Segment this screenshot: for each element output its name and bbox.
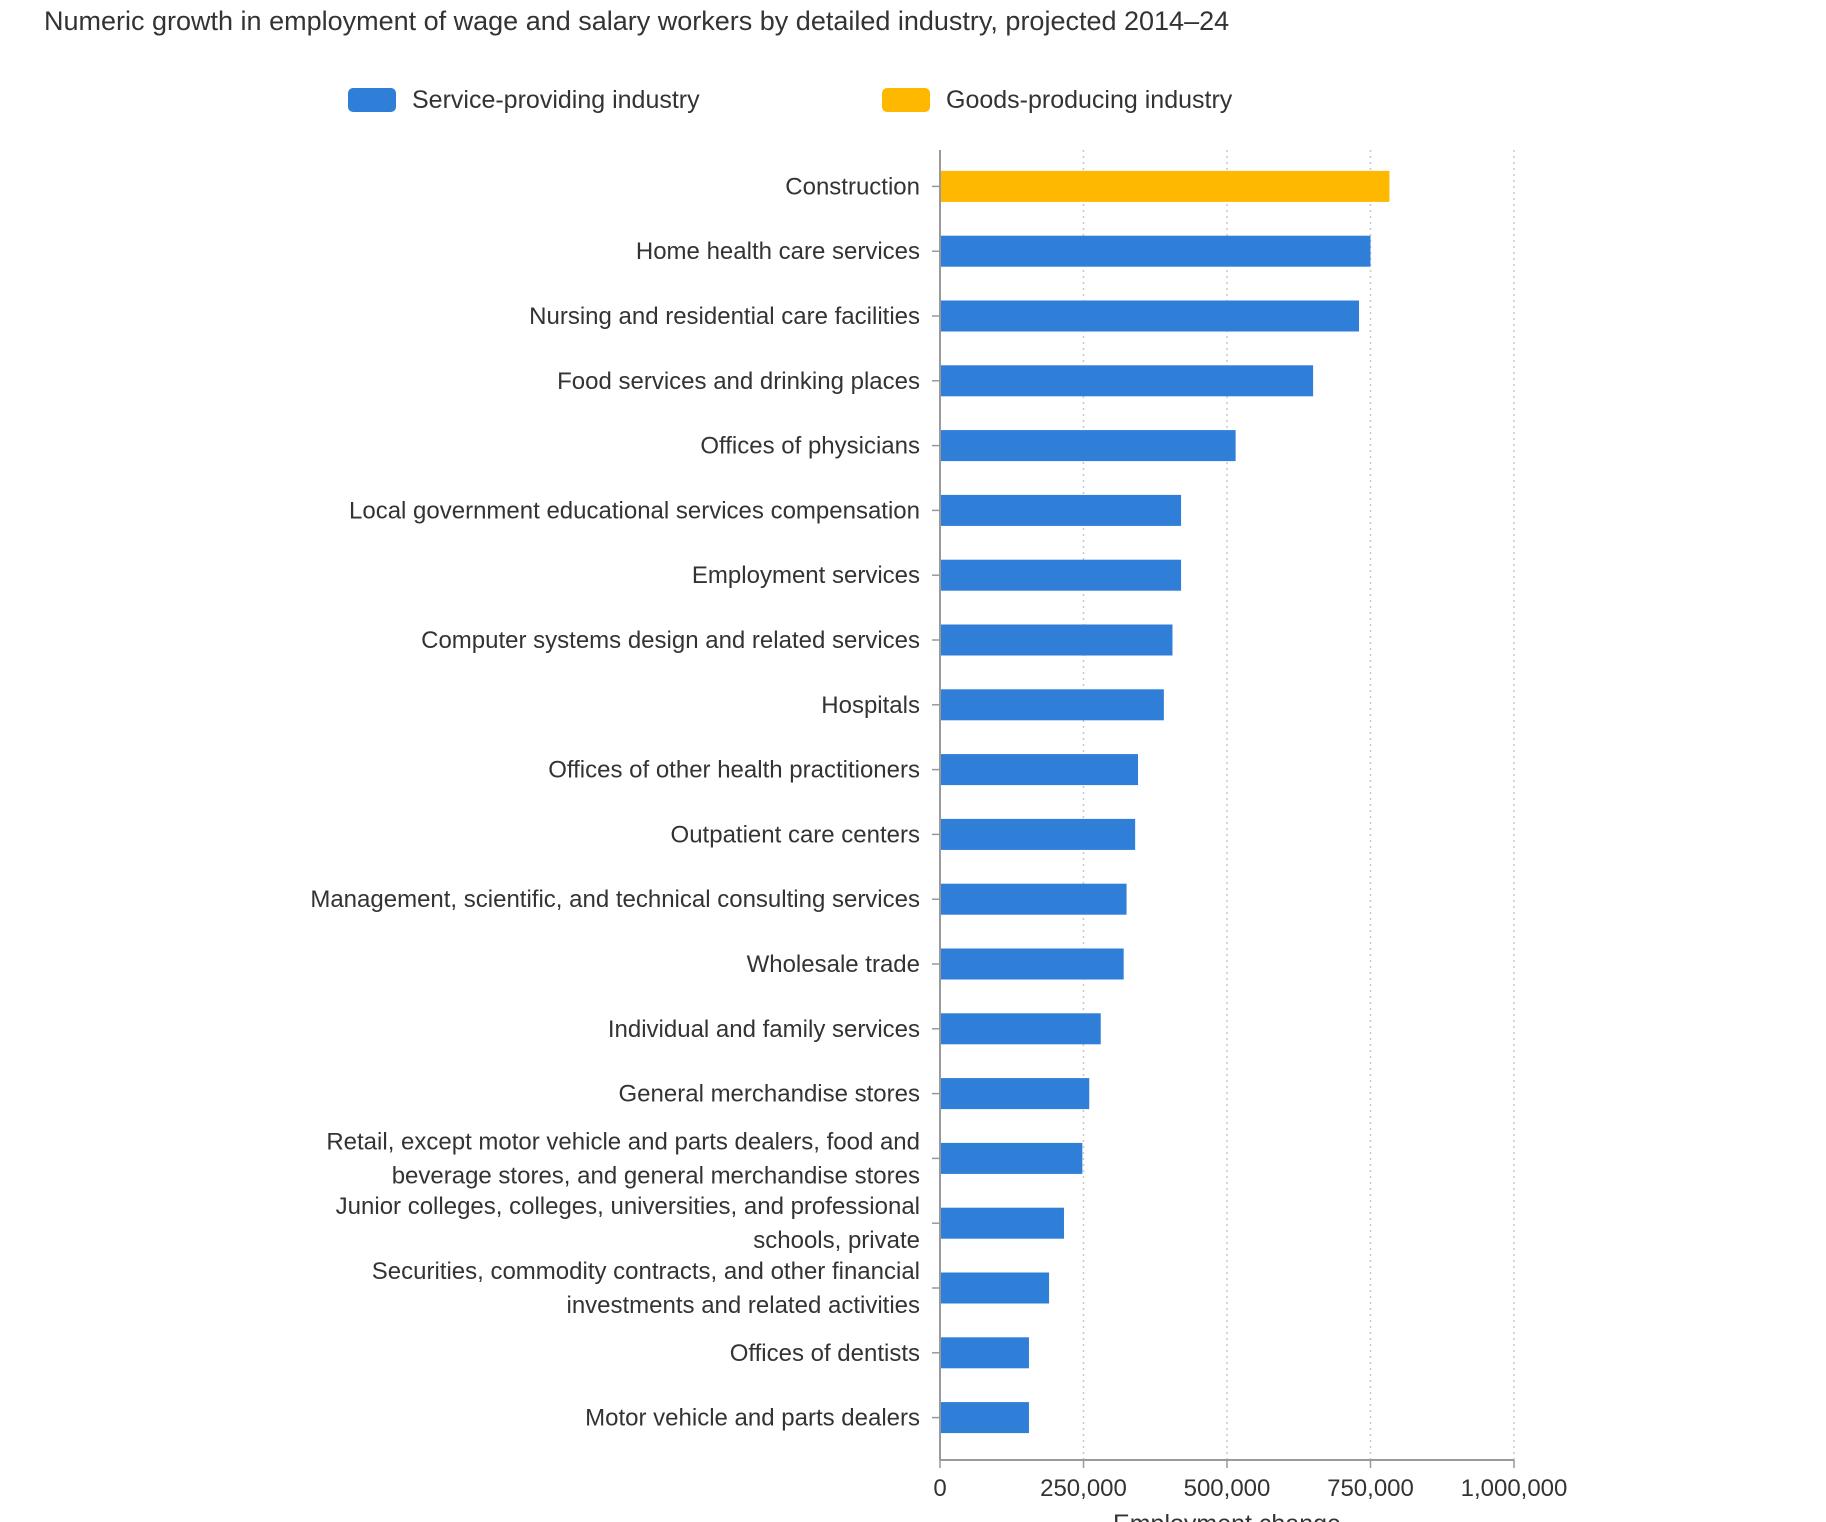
bar[interactable] bbox=[940, 494, 1182, 526]
category-label: Home health care services bbox=[636, 238, 920, 265]
bar[interactable] bbox=[940, 689, 1164, 721]
category-label-line: Food services and drinking places bbox=[557, 368, 920, 395]
bar[interactable] bbox=[940, 430, 1236, 462]
category-label: Outpatient care centers bbox=[671, 821, 920, 848]
bar[interactable] bbox=[940, 1402, 1029, 1434]
category-label: Motor vehicle and parts dealers bbox=[585, 1405, 920, 1432]
category-label: Computer systems design and related serv… bbox=[421, 627, 920, 654]
legend-label-goods: Goods-producing industry bbox=[946, 85, 1233, 114]
category-label-line: Outpatient care centers bbox=[671, 821, 920, 848]
category-label-line: Wholesale trade bbox=[747, 951, 920, 978]
category-label-line: Construction bbox=[785, 173, 920, 200]
legend-swatch-goods bbox=[882, 88, 930, 112]
category-label-line: investments and related activities bbox=[566, 1292, 920, 1319]
x-tick-label: 750,000 bbox=[1327, 1475, 1414, 1502]
category-label: Nursing and residential care facilities bbox=[529, 303, 920, 330]
category-label-line: General merchandise stores bbox=[619, 1081, 920, 1108]
category-label-line: Junior colleges, colleges, universities,… bbox=[336, 1193, 920, 1220]
category-label-line: Computer systems design and related serv… bbox=[421, 627, 920, 654]
category-label: Construction bbox=[785, 173, 920, 200]
category-label-line: Offices of dentists bbox=[730, 1340, 920, 1367]
category-label: Securities, commodity contracts, and oth… bbox=[372, 1258, 920, 1319]
bar[interactable] bbox=[940, 948, 1124, 980]
legend-label-service: Service-providing industry bbox=[412, 85, 700, 114]
category-label-line: Securities, commodity contracts, and oth… bbox=[372, 1258, 920, 1285]
category-label-line: Offices of other health practitioners bbox=[548, 757, 920, 784]
category-label: Offices of dentists bbox=[730, 1340, 920, 1367]
category-label: General merchandise stores bbox=[619, 1081, 920, 1108]
bar[interactable] bbox=[940, 559, 1182, 591]
category-label-line: Local government educational services co… bbox=[349, 497, 920, 524]
bar[interactable] bbox=[940, 1142, 1083, 1174]
bar[interactable] bbox=[940, 1207, 1064, 1239]
bar[interactable] bbox=[940, 624, 1173, 656]
category-label: Retail, except motor vehicle and parts d… bbox=[326, 1128, 920, 1189]
chart-title: Numeric growth in employment of wage and… bbox=[44, 6, 1230, 36]
category-label-line: schools, private bbox=[753, 1227, 920, 1254]
category-label: Offices of other health practitioners bbox=[548, 757, 920, 784]
category-label: Hospitals bbox=[821, 692, 920, 719]
bar[interactable] bbox=[940, 365, 1314, 397]
category-label-line: Individual and family services bbox=[608, 1016, 920, 1043]
category-label-line: Offices of physicians bbox=[700, 433, 920, 460]
category-label: Employment services bbox=[692, 562, 920, 589]
category-label-line: Motor vehicle and parts dealers bbox=[585, 1405, 920, 1432]
bar[interactable] bbox=[940, 1078, 1090, 1110]
category-label: Offices of physicians bbox=[700, 433, 920, 460]
x-tick-label: 1,000,000 bbox=[1461, 1475, 1568, 1502]
bar[interactable] bbox=[940, 170, 1390, 202]
category-label: Junior colleges, colleges, universities,… bbox=[336, 1193, 920, 1254]
x-axis-title: Employment change bbox=[1113, 1510, 1341, 1522]
category-label-line: Home health care services bbox=[636, 238, 920, 265]
legend-item-service[interactable]: Service-providing industry bbox=[348, 82, 700, 118]
category-label-line: Management, scientific, and technical co… bbox=[310, 886, 920, 913]
legend-item-goods[interactable]: Goods-producing industry bbox=[882, 82, 1232, 118]
bar[interactable] bbox=[940, 883, 1127, 915]
category-label: Individual and family services bbox=[608, 1016, 920, 1043]
x-tick-label: 250,000 bbox=[1040, 1475, 1127, 1502]
legend-swatch-service bbox=[348, 88, 396, 112]
bar[interactable] bbox=[940, 1272, 1050, 1304]
category-label-line: Hospitals bbox=[821, 692, 920, 719]
bar[interactable] bbox=[940, 754, 1139, 786]
bar[interactable] bbox=[940, 1013, 1101, 1045]
category-label: Local government educational services co… bbox=[349, 497, 920, 524]
category-label-line: Employment services bbox=[692, 562, 920, 589]
bar[interactable] bbox=[940, 1337, 1029, 1369]
category-label-line: beverage stores, and general merchandise… bbox=[392, 1162, 920, 1189]
legend: Service-providing industry Goods-produci… bbox=[0, 82, 1826, 118]
x-tick-label: 500,000 bbox=[1184, 1475, 1271, 1502]
bar[interactable] bbox=[940, 235, 1371, 267]
category-label: Wholesale trade bbox=[747, 951, 920, 978]
category-label-line: Retail, except motor vehicle and parts d… bbox=[326, 1128, 920, 1155]
category-label: Food services and drinking places bbox=[557, 368, 920, 395]
x-tick-label: 0 bbox=[933, 1475, 946, 1502]
category-label: Management, scientific, and technical co… bbox=[310, 886, 920, 913]
bar[interactable] bbox=[940, 300, 1360, 332]
category-label-line: Nursing and residential care facilities bbox=[529, 303, 920, 330]
bar[interactable] bbox=[940, 818, 1136, 850]
